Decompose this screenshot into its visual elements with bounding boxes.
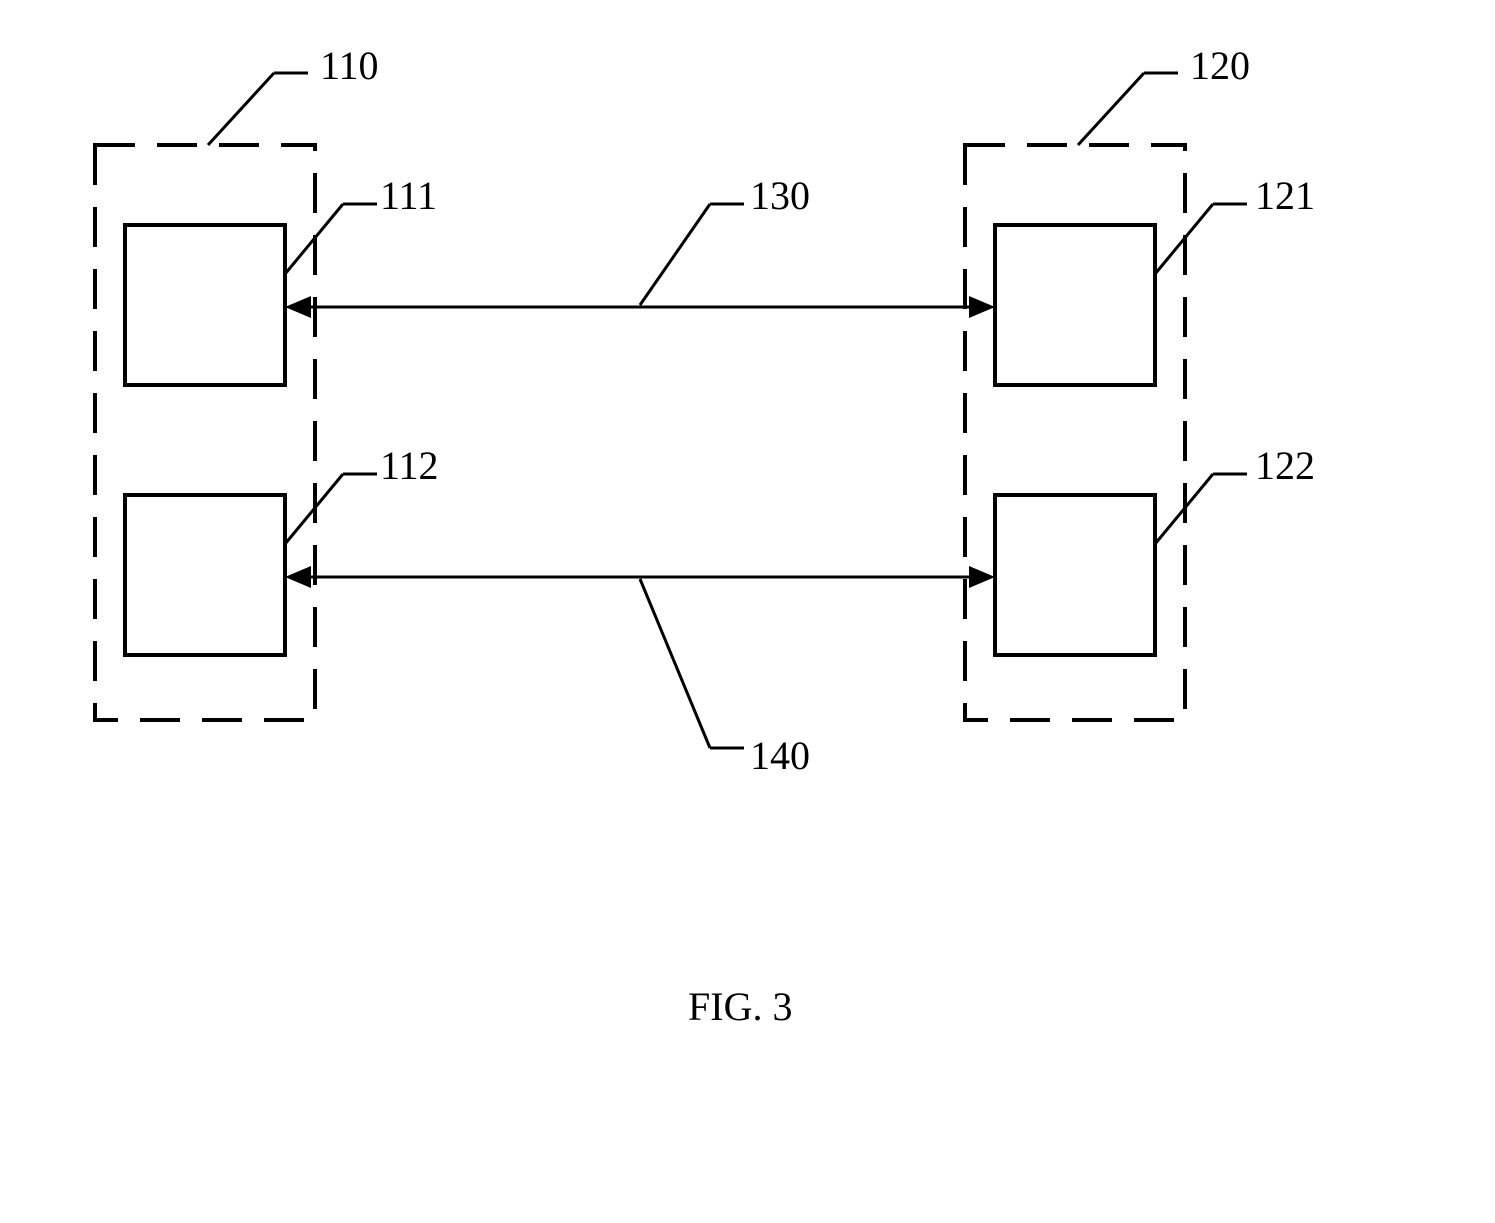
figure-caption: FIG. 3 (688, 984, 792, 1029)
label-112: 112 (380, 443, 439, 488)
label-120: 120 (1190, 43, 1250, 88)
block-121 (995, 225, 1155, 385)
block-122 (995, 495, 1155, 655)
block-111 (125, 225, 285, 385)
label-110: 110 (320, 43, 379, 88)
label-121: 121 (1255, 173, 1315, 218)
label-122: 122 (1255, 443, 1315, 488)
block-112 (125, 495, 285, 655)
label-111: 111 (380, 173, 437, 218)
label-140: 140 (750, 733, 810, 778)
label-130: 130 (750, 173, 810, 218)
